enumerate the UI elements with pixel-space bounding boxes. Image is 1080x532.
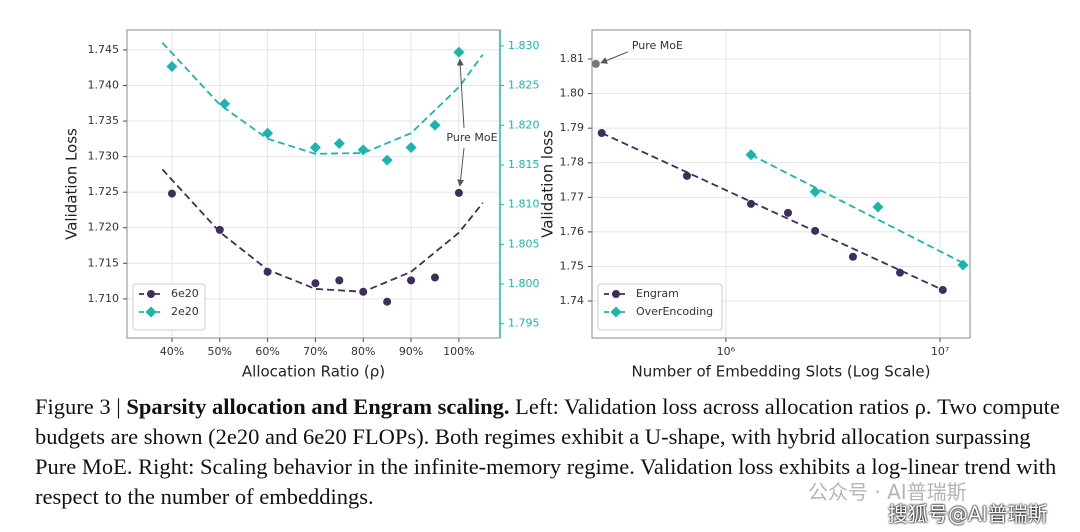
y-tick-label: 1.81 [560, 52, 585, 65]
data-point [166, 61, 178, 73]
legend-marker [610, 306, 622, 318]
legend-marker [147, 290, 155, 298]
y2-tick-label: 1.800 [508, 277, 540, 290]
data-point [747, 199, 756, 208]
y-tick-label: 1.77 [560, 190, 585, 203]
y-tick-label: 1.740 [88, 78, 120, 91]
x-axis-label: Allocation Ratio (ρ) [242, 363, 385, 381]
legend-box [597, 283, 723, 331]
y-tick-label: 1.735 [88, 114, 120, 127]
x-tick-label: 100% [443, 345, 474, 358]
y-tick-label: 1.725 [88, 185, 120, 198]
legend-label: Engram [636, 287, 679, 300]
data-point [430, 273, 439, 282]
data-point [809, 186, 821, 198]
y-tick-label: 1.720 [88, 221, 120, 234]
x-tick-label: 40% [160, 345, 184, 358]
data-point [453, 46, 465, 58]
annotation: Pure MoE [632, 39, 683, 52]
y-tick-label: 1.710 [88, 292, 120, 305]
legend-label: 6e20 [171, 287, 199, 300]
y-axis-label: Validation Loss [63, 128, 81, 240]
x-tick-label: 70% [303, 345, 327, 358]
x-tick-label: 90% [399, 345, 423, 358]
data-point [333, 138, 345, 150]
fit-line [750, 153, 964, 264]
data-point [407, 276, 416, 285]
data-point [848, 252, 857, 261]
caption-label: Figure 3 | [35, 394, 121, 419]
data-point [405, 141, 417, 153]
y-tick-label: 1.74 [560, 294, 585, 307]
data-point [263, 267, 272, 276]
y2-tick-label: 1.795 [508, 317, 540, 330]
data-point [454, 188, 463, 197]
data-point [429, 119, 441, 131]
y-tick-label: 1.745 [88, 43, 120, 56]
data-point [938, 285, 947, 294]
watermark: 公众号 · AI普瑞斯 [808, 480, 967, 504]
y2-tick-label: 1.810 [508, 198, 540, 211]
caption: Figure 3 | Sparsity allocation and Engra… [35, 392, 1060, 512]
x-tick-label: 10⁷ [931, 345, 949, 358]
annotation-arrow [600, 51, 629, 64]
y-tick-label: 1.78 [560, 156, 585, 169]
y2-tick-label: 1.830 [508, 39, 540, 52]
data-point [895, 268, 904, 277]
data-point [219, 98, 231, 110]
y-tick-label: 1.730 [88, 150, 120, 163]
fit-line [161, 42, 484, 155]
data-point [357, 144, 369, 156]
annotation-arrow [457, 147, 465, 187]
fit-line [601, 132, 944, 291]
annotation-point [591, 59, 600, 68]
data-point [682, 171, 691, 180]
legend-label: 2e20 [171, 305, 199, 318]
data-point [215, 225, 224, 234]
data-point [262, 127, 274, 139]
x-axis-label: Number of Embedding Slots (Log Scale) [631, 363, 930, 381]
data-point [359, 287, 368, 296]
data-point [957, 259, 969, 271]
legend-label: OverEncoding [636, 305, 713, 318]
y-tick-label: 1.715 [88, 256, 120, 269]
y-tick-label: 1.80 [560, 87, 585, 100]
data-point [811, 226, 820, 235]
x-tick-label: 80% [351, 345, 375, 358]
data-point [383, 297, 392, 306]
y-tick-label: 1.75 [560, 259, 585, 272]
x-tick-label: 10⁶ [717, 345, 736, 358]
watermark: 搜狐号@AI普瑞斯 [888, 502, 1048, 526]
legend-marker [145, 306, 157, 318]
x-tick-label: 60% [255, 345, 279, 358]
data-point [335, 276, 344, 285]
fit-line [161, 168, 484, 293]
data-point [311, 279, 320, 288]
y2-tick-label: 1.820 [508, 118, 540, 131]
data-point [381, 154, 393, 166]
x-tick-label: 50% [208, 345, 232, 358]
caption-text: Left: Validation loss across allocation … [35, 394, 1060, 509]
y2-tick-label: 1.825 [508, 79, 540, 92]
caption-title: Sparsity allocation and Engram scaling. [126, 394, 510, 419]
legend-marker [612, 290, 620, 298]
y2-tick-label: 1.815 [508, 158, 540, 171]
data-point [597, 129, 606, 138]
data-point [745, 149, 757, 161]
y-axis-label: Validation loss [539, 130, 557, 238]
y2-tick-label: 1.805 [508, 237, 540, 250]
data-point [872, 201, 884, 213]
y-tick-label: 1.79 [560, 121, 585, 134]
y-tick-label: 1.76 [560, 225, 585, 238]
data-point [309, 141, 321, 153]
plot-frame [591, 29, 971, 339]
annotation-arrow [456, 58, 465, 129]
data-point [167, 189, 176, 198]
data-point [784, 208, 793, 217]
annotation: Pure MoE [446, 131, 497, 144]
figure: 40% 50% 60% 70% 80% 90% 100% 1.710 1.715 1.720 1.7… [63, 29, 971, 381]
